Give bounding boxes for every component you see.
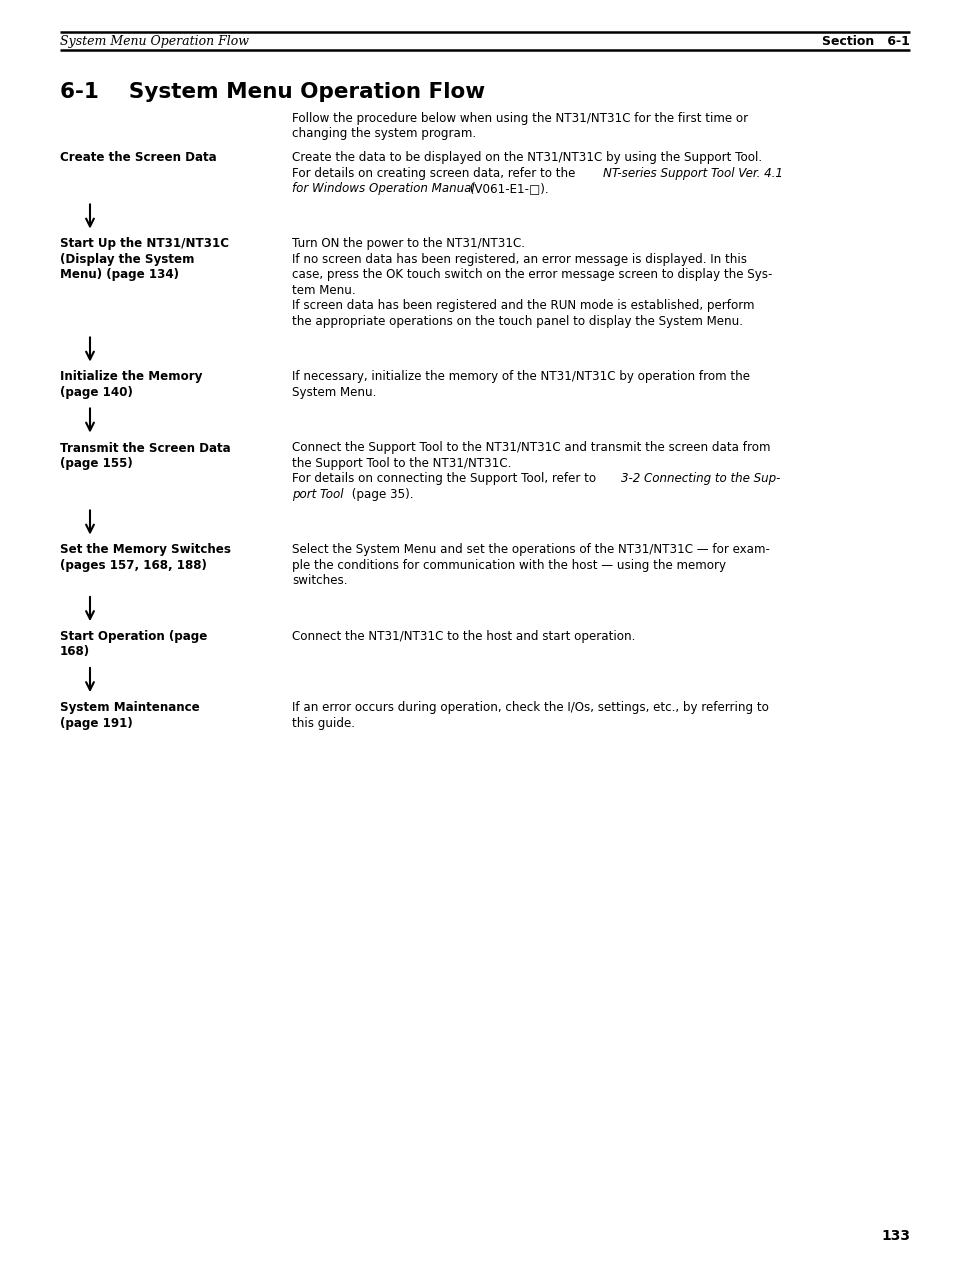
Text: Transmit the Screen Data: Transmit the Screen Data	[60, 441, 231, 454]
Text: (page 35).: (page 35).	[348, 488, 413, 501]
Text: Follow the procedure below when using the NT31/NT31C for the first time or: Follow the procedure below when using th…	[292, 112, 747, 126]
Text: (page 155): (page 155)	[60, 456, 132, 470]
Text: 168): 168)	[60, 645, 90, 658]
Text: NT-series Support Tool Ver. 4.1: NT-series Support Tool Ver. 4.1	[602, 166, 781, 180]
Text: Create the Screen Data: Create the Screen Data	[60, 151, 216, 164]
Text: switches.: switches.	[292, 574, 347, 587]
Text: Turn ON the power to the NT31/NT31C.: Turn ON the power to the NT31/NT31C.	[292, 237, 524, 251]
Text: Section   6-1: Section 6-1	[821, 36, 909, 48]
Text: 3-2 Connecting to the Sup-: 3-2 Connecting to the Sup-	[620, 473, 780, 486]
Text: If an error occurs during operation, check the I/Os, settings, etc., by referrin: If an error occurs during operation, che…	[292, 701, 768, 714]
Text: tem Menu.: tem Menu.	[292, 284, 355, 297]
Text: Start Up the NT31/NT31C: Start Up the NT31/NT31C	[60, 237, 229, 251]
Text: System Maintenance: System Maintenance	[60, 701, 199, 714]
Text: Connect the NT31/NT31C to the host and start operation.: Connect the NT31/NT31C to the host and s…	[292, 630, 635, 643]
Text: Connect the Support Tool to the NT31/NT31C and transmit the screen data from: Connect the Support Tool to the NT31/NT3…	[292, 441, 770, 454]
Text: 6-1    System Menu Operation Flow: 6-1 System Menu Operation Flow	[60, 82, 485, 101]
Text: For details on connecting the Support Tool, refer to: For details on connecting the Support To…	[292, 473, 599, 486]
Text: Start Operation (page: Start Operation (page	[60, 630, 207, 643]
Text: If screen data has been registered and the RUN mode is established, perform: If screen data has been registered and t…	[292, 299, 754, 312]
Text: port Tool: port Tool	[292, 488, 343, 501]
Text: (page 140): (page 140)	[60, 385, 132, 399]
Text: changing the system program.: changing the system program.	[292, 128, 476, 141]
Text: (Display the System: (Display the System	[60, 254, 194, 266]
Text: case, press the OK touch switch on the error message screen to display the Sys-: case, press the OK touch switch on the e…	[292, 269, 772, 281]
Text: the appropriate operations on the touch panel to display the System Menu.: the appropriate operations on the touch …	[292, 314, 742, 328]
Text: For details on creating screen data, refer to the: For details on creating screen data, ref…	[292, 166, 578, 180]
Text: 133: 133	[880, 1229, 909, 1243]
Text: If necessary, initialize the memory of the NT31/NT31C by operation from the: If necessary, initialize the memory of t…	[292, 370, 749, 383]
Text: (pages 157, 168, 188): (pages 157, 168, 188)	[60, 559, 207, 572]
Text: Initialize the Memory: Initialize the Memory	[60, 370, 202, 383]
Text: Select the System Menu and set the operations of the NT31/NT31C — for exam-: Select the System Menu and set the opera…	[292, 544, 769, 557]
Text: Create the data to be displayed on the NT31/NT31C by using the Support Tool.: Create the data to be displayed on the N…	[292, 151, 761, 164]
Text: Set the Memory Switches: Set the Memory Switches	[60, 544, 231, 557]
Text: for Windows Operation Manual: for Windows Operation Manual	[292, 183, 475, 195]
Text: ple the conditions for communication with the host — using the memory: ple the conditions for communication wit…	[292, 559, 725, 572]
Text: System Menu.: System Menu.	[292, 385, 376, 399]
Text: this guide.: this guide.	[292, 716, 355, 729]
Text: Menu) (page 134): Menu) (page 134)	[60, 269, 179, 281]
Text: the Support Tool to the NT31/NT31C.: the Support Tool to the NT31/NT31C.	[292, 456, 511, 470]
Text: If no screen data has been registered, an error message is displayed. In this: If no screen data has been registered, a…	[292, 254, 746, 266]
Text: (page 191): (page 191)	[60, 716, 132, 729]
Text: (V061-E1-□).: (V061-E1-□).	[465, 183, 548, 195]
Text: System Menu Operation Flow: System Menu Operation Flow	[60, 36, 249, 48]
